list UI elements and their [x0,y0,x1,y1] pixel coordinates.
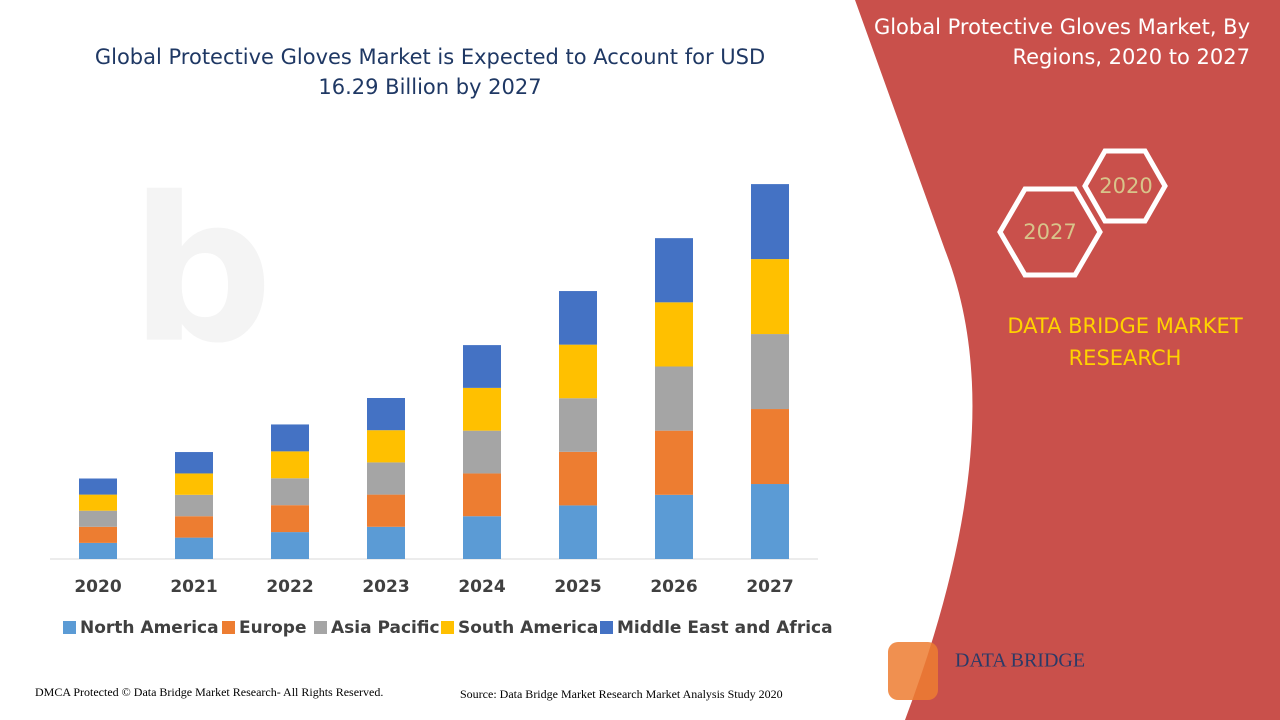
bar-segment [559,505,597,559]
legend-label: North America [80,618,219,638]
bar-segment [751,184,789,260]
bar-segment [271,424,309,452]
bar-segment [751,409,789,485]
bar-segment [751,334,789,410]
side-panel [855,0,1280,720]
footer-right: Source: Data Bridge Market Research Mark… [460,687,783,701]
bar-segment [463,516,501,559]
legend-label: Europe [239,618,306,638]
side-title: Global Protective Gloves Market, By Regi… [873,15,1250,69]
bar-segment [79,542,117,559]
x-tick-label: 2020 [74,577,121,597]
bar-segment [271,451,309,479]
brand: DATA BRIDGE MARKET RESEARCH [1007,314,1243,370]
bar-segment [271,532,309,559]
bar-segment [79,526,117,543]
bar-segment [655,366,693,431]
legend-swatch [314,621,327,634]
x-tick-label: 2026 [650,577,697,597]
legend-swatch [63,621,76,634]
footer-left: DMCA Protected © Data Bridge Market Rese… [35,685,383,699]
bar-segment [463,387,501,431]
bar-segment [655,302,693,367]
hexagon [997,186,1103,278]
bar-segment [463,345,501,388]
x-tick-label: 2024 [458,577,505,597]
x-tick-label: 2022 [266,577,313,597]
x-tick-label: 2021 [170,577,217,597]
side-title-box: Global Protective Gloves Market, By Regi… [873,15,1250,69]
bar-segment [463,430,501,474]
bar-segment [655,494,693,559]
badge-end: 2027 [1023,220,1076,244]
bar-segment [367,526,405,559]
logo-text: DATA BRIDGE [955,650,1085,672]
bar-segment [559,451,597,506]
x-tick-label: 2023 [362,577,409,597]
bar-segment [271,478,309,506]
bar-segment [271,505,309,533]
bar-segment [655,430,693,495]
badge-start: 2020 [1099,174,1152,198]
bar-segment [175,537,213,559]
bar-segment [79,494,117,511]
bar-segment [463,473,501,517]
legend-swatch [441,621,454,634]
legend-swatch [222,621,235,634]
bar-segment [559,398,597,452]
legend-label: South America [458,618,598,638]
legend-swatch [600,621,613,634]
bar-segment [751,484,789,559]
bar-segment [367,494,405,527]
bar-segment [367,398,405,431]
bar-segment [175,452,213,474]
bar-segment [751,259,789,335]
x-tick-label: 2025 [554,577,601,597]
watermark: b [130,155,273,388]
legend-label: Asia Pacific [331,618,440,638]
bar-segment [79,510,117,527]
bar-segment [175,494,213,517]
logo-icon [888,642,938,700]
chart-title: Global Protective Gloves Market is Expec… [94,45,766,99]
bar-segment [559,291,597,345]
x-tick-label: 2027 [746,577,793,597]
bar-segment [175,473,213,495]
bar-segment [559,344,597,399]
bar-segment [175,516,213,538]
hexagon [1082,148,1168,224]
bar-segment [655,238,693,303]
brand-box: DATA BRIDGE MARKET RESEARCH [1007,314,1243,370]
bar-segment [367,430,405,463]
bar-segment [79,478,117,495]
bar-segment [367,462,405,495]
legend-label: Middle East and Africa [617,618,833,638]
title-box: Global Protective Gloves Market is Expec… [94,45,766,99]
